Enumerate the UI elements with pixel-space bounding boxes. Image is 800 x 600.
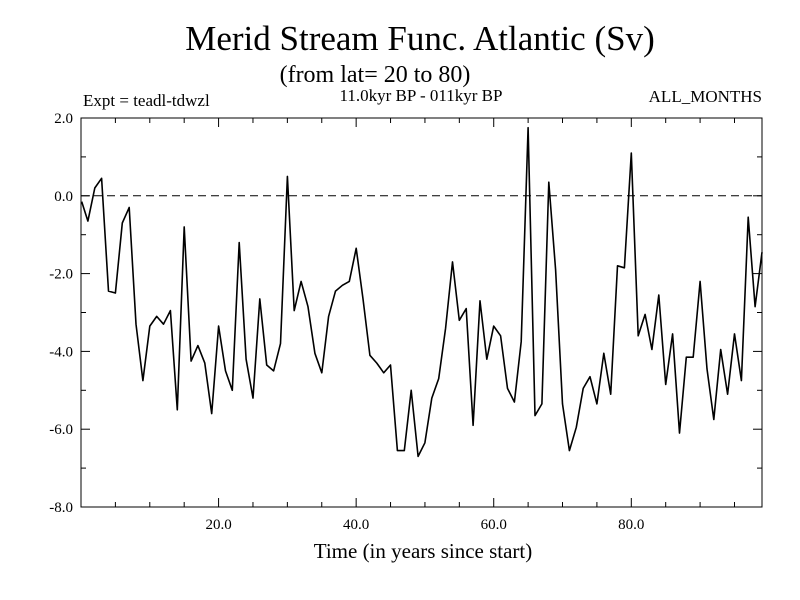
x-tick-label: 60.0	[481, 517, 507, 533]
months-label: ALL_MONTHS	[649, 87, 762, 106]
y-tick-label: -2.0	[49, 267, 73, 283]
x-tick-label: 20.0	[205, 517, 231, 533]
axis-ticks	[81, 117, 762, 508]
y-tick-label: -6.0	[49, 422, 73, 438]
x-tick-label: 40.0	[343, 517, 369, 533]
chart-subtitle: (from lat= 20 to 80)	[280, 62, 471, 88]
experiment-label: Expt = teadl-tdwzl	[83, 91, 210, 110]
y-tick-label: -4.0	[49, 344, 73, 360]
x-tick-label: 80.0	[618, 517, 644, 533]
axis-tick-labels: 20.0 40.0 60.0 80.0 -8.0 -6.0 -4.0 -2.0 0.0 2.0	[49, 111, 644, 533]
period-label: 11.0kyr BP - 011kyr BP	[340, 86, 503, 105]
series-line	[80, 126, 763, 458]
y-tick-label: 2.0	[54, 111, 73, 127]
chart-title: Merid Stream Func. Atlantic (Sv)	[185, 19, 655, 58]
x-axis-label: Time (in years since start)	[314, 539, 533, 563]
y-tick-label: 0.0	[54, 189, 73, 205]
y-tick-label: -8.0	[49, 500, 73, 516]
